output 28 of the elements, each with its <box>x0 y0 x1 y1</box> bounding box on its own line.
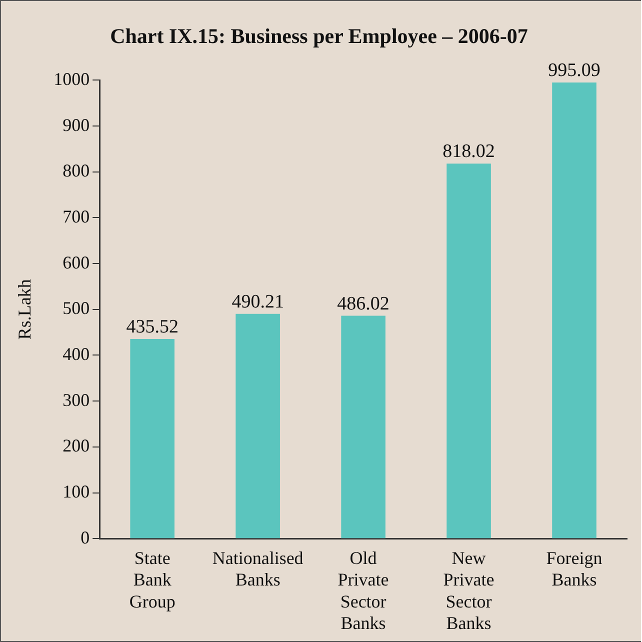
y-tick-label: 0 <box>80 527 90 548</box>
data-label: 818.02 <box>442 141 495 162</box>
y-tick-label: 600 <box>62 252 90 272</box>
y-axis-title: Rs.Lakh <box>14 279 35 340</box>
data-label: 435.52 <box>126 316 178 338</box>
x-tick-label: Nationalised Banks <box>212 548 304 590</box>
bar <box>130 338 174 538</box>
bar <box>341 316 386 538</box>
chart-title: Chart IX.15: Business per Employee – 2006-07 <box>110 24 528 48</box>
y-tick-label: 900 <box>62 114 90 135</box>
y-tick-label: 700 <box>62 206 90 226</box>
data-label: 490.21 <box>232 291 284 312</box>
data-label: 486.02 <box>337 293 390 314</box>
x-tick-label: Old Private Sector Banks <box>338 548 389 633</box>
bar <box>552 82 596 538</box>
y-tick-label: 1000 <box>54 68 90 89</box>
x-tick-label: Foreign Banks <box>546 548 602 590</box>
y-tick-label: 400 <box>62 344 90 364</box>
y-tick-label: 800 <box>62 160 90 181</box>
bar <box>236 314 280 538</box>
x-tick-label: New Private Sector Banks <box>443 548 494 633</box>
y-tick-label: 300 <box>62 390 90 410</box>
y-tick-label: 200 <box>62 436 90 456</box>
data-label: 995.09 <box>548 60 600 81</box>
bar <box>446 164 491 538</box>
x-tick-label: State Bank Group <box>129 548 176 612</box>
y-tick-label: 100 <box>62 481 90 502</box>
y-tick-label: 500 <box>62 298 90 318</box>
